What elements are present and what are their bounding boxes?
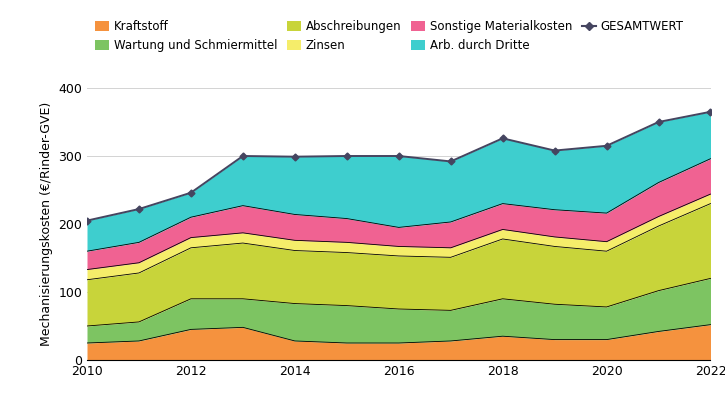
Legend: Kraftstoff, Wartung und Schmiermittel, Abschreibungen, Zinsen, Sonstige Material: Kraftstoff, Wartung und Schmiermittel, A… — [93, 18, 686, 54]
Y-axis label: Mechanisierungskosten (€/Rinder-GVE): Mechanisierungskosten (€/Rinder-GVE) — [40, 102, 53, 346]
